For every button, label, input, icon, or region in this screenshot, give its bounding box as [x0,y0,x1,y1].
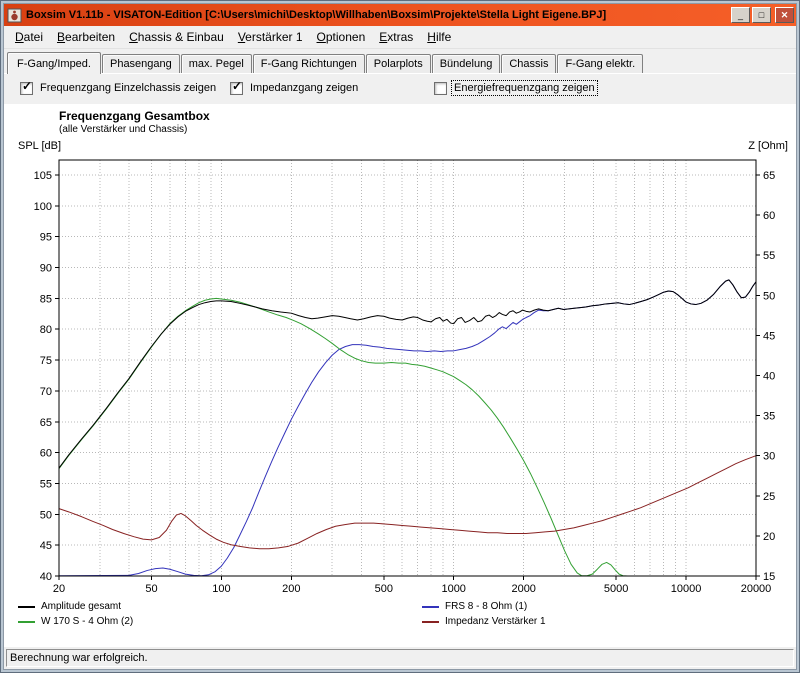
maximize-button[interactable]: □ [752,7,771,23]
svg-text:70: 70 [40,386,52,398]
svg-text:45: 45 [763,330,775,342]
svg-text:60: 60 [40,448,52,460]
svg-text:15: 15 [763,571,775,583]
checkbox-box[interactable] [434,81,447,95]
window-title: Boxsim V1.11b - VISATON-Edition [C:\User… [26,9,607,21]
svg-text:2000: 2000 [511,583,535,595]
check-icon: ✓ [232,78,243,93]
chart-title: Frequenzgang Gesamtbox [59,109,210,123]
checkbox-label[interactable]: Frequenzgang Einzelchassis zeigen [40,82,217,94]
app-icon[interactable] [7,8,22,23]
status-bar: Berechnung war erfolgreich. [4,647,796,669]
y-axis-left-label: SPL [dB] [18,140,62,152]
menu-datei[interactable]: Datei [15,30,44,44]
legend-line-swatch [18,605,35,608]
menu-hilfe[interactable]: Hilfe [427,30,452,44]
svg-text:45: 45 [40,540,52,552]
legend-impedanz: Impedanz Verstärker 1 [422,616,778,627]
svg-text:90: 90 [40,263,52,275]
tab-fgang-imped[interactable]: F-Gang/Imped. [7,52,101,74]
svg-text:35: 35 [763,411,775,423]
tab-chassis[interactable]: Chassis [501,54,557,73]
legend-label: FRS 8 - 8 Ohm (1) [445,601,528,612]
menu-verstaerker-1[interactable]: Verstärker 1 [237,30,303,44]
svg-text:50: 50 [763,290,775,302]
legend-w170s: W 170 S - 4 Ohm (2) [18,616,422,627]
checkbox-label[interactable]: Energiefrequenzgang zeigen [451,80,598,96]
tab-fgang-elektr[interactable]: F-Gang elektr. [557,54,644,73]
legend-line-swatch [422,620,439,623]
svg-text:80: 80 [40,324,52,336]
svg-text:500: 500 [375,583,393,595]
svg-text:95: 95 [40,232,52,244]
tab-strip: F-Gang/Imped. Phasengang max. Pegel F-Ga… [4,49,796,74]
chart-panel: Frequenzgang Gesamtbox (alle Verstärker … [4,104,796,647]
svg-text:55: 55 [40,478,52,490]
checkbox-energiefrequenzgang[interactable]: Energiefrequenzgang zeigen [434,80,598,96]
svg-text:50: 50 [40,509,52,521]
tab-max-pegel[interactable]: max. Pegel [180,54,252,73]
svg-text:20: 20 [53,583,65,595]
svg-text:40: 40 [40,571,52,583]
svg-text:100: 100 [212,583,230,595]
menu-bearbeiten[interactable]: Bearbeiten [57,30,116,44]
svg-text:200: 200 [282,583,300,595]
checkbox-box[interactable]: ✓ [20,78,33,95]
svg-text:85: 85 [40,293,52,305]
options-row: ✓ Frequenzgang Einzelchassis zeigen ✓ Im… [4,74,796,104]
menu-chassis-einbau[interactable]: Chassis & Einbau [129,30,224,44]
tab-buendelung[interactable]: Bündelung [431,54,501,73]
checkbox-label[interactable]: Impedanzgang zeigen [250,82,359,94]
svg-text:20000: 20000 [741,583,772,595]
legend-line-swatch [18,620,35,623]
svg-text:55: 55 [763,250,775,262]
legend-line-swatch [422,605,439,608]
minimize-button[interactable]: _ [731,7,750,23]
svg-text:5000: 5000 [604,583,628,595]
check-icon: ✓ [22,78,33,93]
svg-text:40: 40 [763,371,775,383]
svg-text:100: 100 [34,201,52,213]
svg-text:20: 20 [763,531,775,543]
legend-frs8: FRS 8 - 8 Ohm (1) [422,601,778,612]
legend-label: Amplitude gesamt [41,601,122,612]
menu-optionen[interactable]: Optionen [316,30,366,44]
menu-extras[interactable]: Extras [379,30,414,44]
legend-label: Impedanz Verstärker 1 [445,616,546,627]
svg-text:25: 25 [763,491,775,503]
tab-polarplots[interactable]: Polarplots [365,54,431,73]
svg-text:10000: 10000 [671,583,702,595]
tab-fgang-richtungen[interactable]: F-Gang Richtungen [252,54,365,73]
svg-text:75: 75 [40,355,52,367]
legend-label: W 170 S - 4 Ohm (2) [41,616,134,627]
checkbox-einzelchassis[interactable]: ✓ Frequenzgang Einzelchassis zeigen [20,78,218,95]
svg-text:65: 65 [40,417,52,429]
chart-plot: 20 50 100 200 500 1000 2000 5000 10000 20000 40 45 5… [34,159,775,595]
tab-phasengang[interactable]: Phasengang [101,54,180,73]
menu-bar: Datei Bearbeiten Chassis & Einbau Verstä… [4,26,796,49]
chart-legend: Amplitude gesamt FRS 8 - 8 Ohm (1) W 170… [18,601,778,627]
svg-text:30: 30 [763,451,775,463]
title-bar[interactable]: Boxsim V1.11b - VISATON-Edition [C:\User… [4,4,796,26]
legend-amplitude-gesamt: Amplitude gesamt [18,601,422,612]
svg-text:105: 105 [34,170,52,182]
svg-text:65: 65 [763,170,775,182]
svg-text:50: 50 [145,583,157,595]
y-axis-right-label: Z [Ohm] [748,140,788,152]
checkbox-impedanzgang[interactable]: ✓ Impedanzgang zeigen [230,78,360,95]
chart-subtitle: (alle Verstärker und Chassis) [59,124,188,135]
checkbox-box[interactable]: ✓ [230,78,243,95]
svg-text:1000: 1000 [441,583,465,595]
close-button[interactable]: ✕ [775,7,794,23]
svg-text:60: 60 [763,210,775,222]
status-message: Berechnung war erfolgreich. [6,649,794,667]
